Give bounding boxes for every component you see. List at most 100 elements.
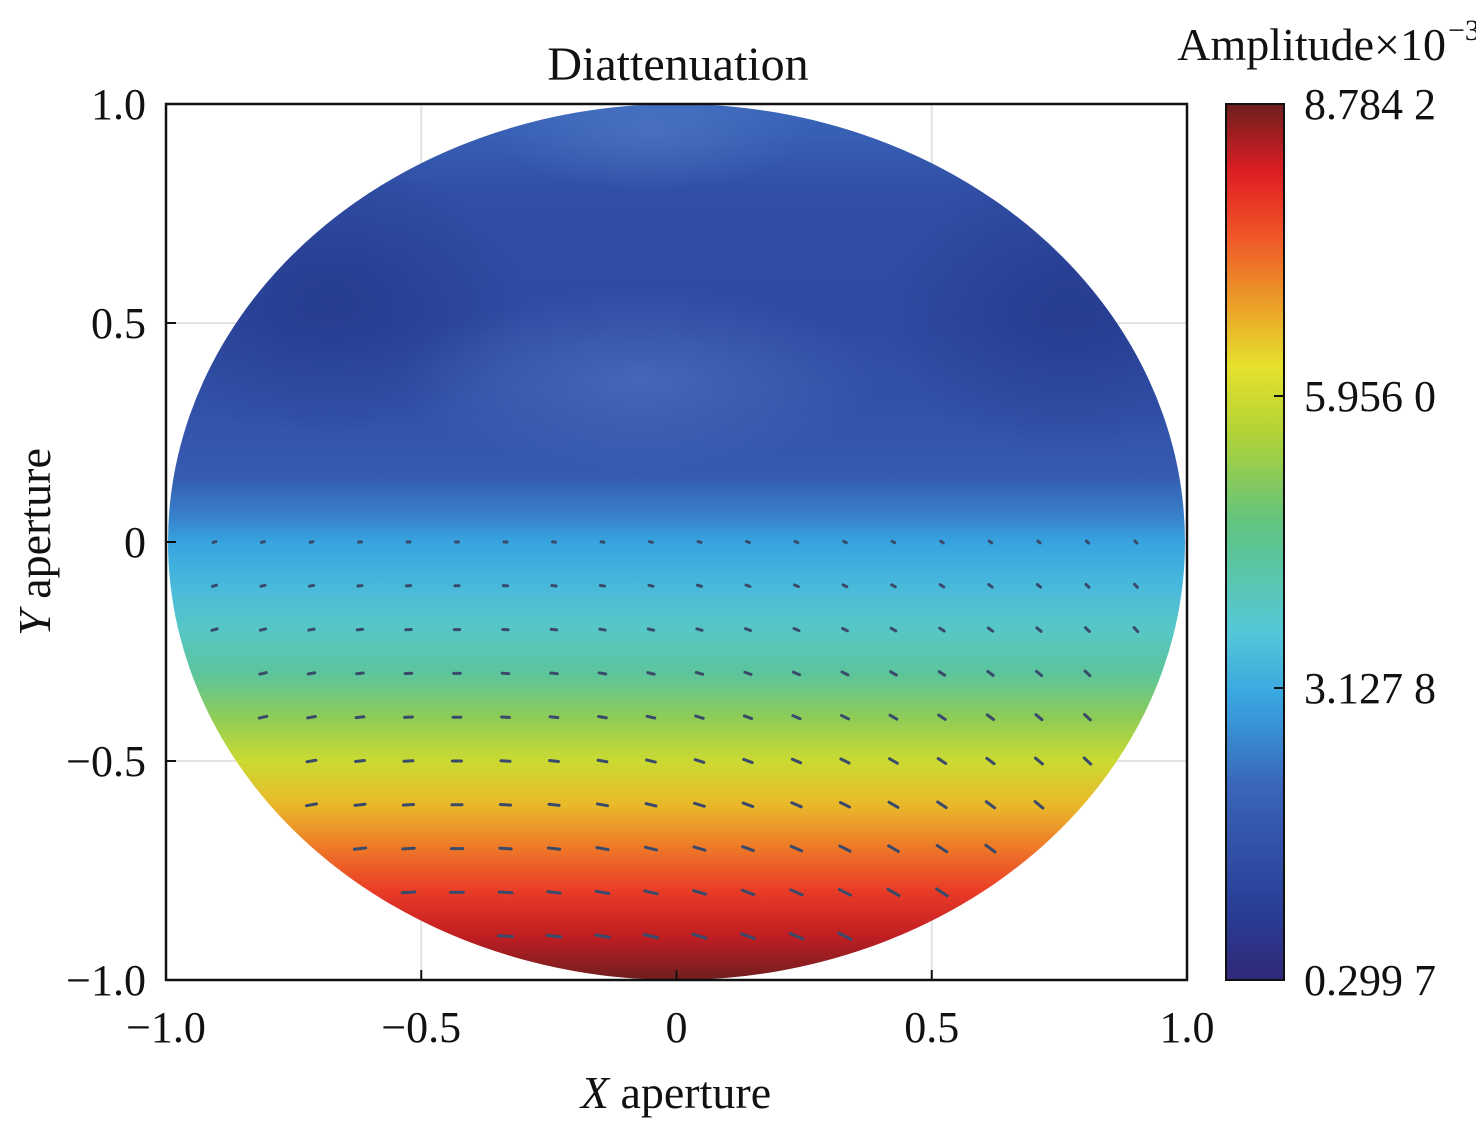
polarization-vector (740, 888, 756, 897)
polarization-vector (841, 583, 849, 589)
x-axis-label: X aperture (579, 1067, 771, 1118)
polarization-vector (789, 888, 804, 897)
polarization-vector (260, 540, 266, 544)
colorbar-tick-label: 5.956 0 (1304, 372, 1436, 421)
polarization-vector (308, 540, 315, 544)
x-tick-label: 0.5 (904, 1003, 959, 1052)
polarization-vector (547, 802, 561, 807)
polarization-vector (888, 713, 899, 721)
colorbar-tick-label: 8.784 2 (1304, 80, 1436, 129)
polarization-vector (693, 801, 706, 808)
polarization-vector (1084, 582, 1091, 589)
polarization-vector (498, 846, 513, 851)
polarization-vector (741, 845, 755, 853)
polarization-vector (643, 889, 659, 896)
polarization-vector (839, 757, 851, 765)
polarization-vector (646, 627, 656, 632)
y-tick-label: 0.5 (91, 299, 146, 348)
polarization-vector (210, 583, 219, 588)
polarization-vector (790, 801, 803, 809)
polarization-vector (837, 931, 853, 941)
polarization-vector (306, 671, 317, 676)
polarization-vectors (210, 539, 1140, 941)
polarization-vector (793, 539, 800, 545)
y-tick-labels: 1.0 0.5 0 −0.5 −1.0 (66, 80, 146, 1005)
polarization-vector (838, 844, 852, 853)
polarization-vector (886, 887, 901, 898)
polarization-vector (741, 801, 755, 809)
y-axis-label: Y aperture (9, 448, 60, 636)
highlight-top-center (490, 104, 810, 190)
polarization-vector (1035, 626, 1043, 633)
polarization-vector (1132, 626, 1140, 634)
x-tick-labels: −1.0 −0.5 0 0.5 1.0 (126, 1003, 1214, 1052)
polarization-vector (354, 715, 366, 720)
polarization-vector (598, 583, 607, 588)
polarization-vector (693, 758, 706, 764)
colorbar-tick-label: 0.299 7 (1304, 956, 1436, 1005)
polarization-vector (1034, 713, 1044, 722)
polarization-vector (935, 843, 949, 854)
x-tick-label: −0.5 (381, 1003, 461, 1052)
x-tick-label: −1.0 (126, 1003, 206, 1052)
polarization-vector (258, 671, 268, 676)
polarization-vector (258, 627, 268, 632)
polarization-vector (986, 626, 995, 633)
polarization-vector (790, 757, 803, 765)
polarization-vector (354, 758, 366, 764)
polarization-vector (498, 803, 513, 807)
polarization-vector (594, 889, 611, 895)
polarization-vector (211, 540, 218, 544)
polarization-vector (739, 932, 756, 941)
colorbar-title-exponent: −3 (1448, 14, 1476, 47)
polarization-vector (984, 800, 997, 810)
polarization-vector (888, 757, 899, 765)
y-tick-label: 1.0 (91, 80, 146, 129)
polarization-vector (742, 714, 754, 721)
polarization-vector (597, 671, 608, 676)
polarization-vector (1034, 669, 1043, 678)
polarization-vector (598, 627, 607, 632)
polarization-vector (594, 933, 611, 939)
polarization-vector (1033, 800, 1045, 810)
polarization-vector (694, 670, 705, 676)
polarization-vector (307, 583, 316, 588)
polarization-vector (890, 583, 897, 589)
polarization-vector (645, 758, 657, 764)
polarization-vector (791, 714, 802, 721)
polarization-vector (744, 583, 752, 589)
polarization-vector (743, 670, 753, 677)
polarization-vector (499, 759, 512, 763)
polarization-vector (548, 758, 560, 764)
polarization-vector (1084, 539, 1091, 545)
polarization-vector (889, 626, 898, 633)
polarization-vector (400, 890, 417, 895)
y-tick-label: −1.0 (66, 956, 146, 1005)
polarization-vector (987, 583, 994, 589)
polarization-vector (259, 583, 267, 588)
polarization-vector (984, 843, 997, 854)
polarization-vector (642, 933, 660, 940)
polarization-vector (210, 627, 219, 632)
polarization-vector (497, 890, 514, 895)
polarization-vector (1082, 756, 1093, 766)
polarization-vector (936, 800, 948, 810)
polarization-vector (840, 670, 850, 677)
polarization-vector (549, 627, 559, 632)
colorbar-tick-label: 3.127 8 (1304, 664, 1436, 713)
polarization-vector (353, 802, 367, 807)
polarization-vector (842, 539, 848, 545)
colorbar-title: Amplitude×10 (1177, 19, 1446, 70)
plot-area (164, 102, 1189, 982)
polarization-vector (644, 802, 658, 808)
polarization-vector (599, 540, 606, 544)
polarization-vector (695, 583, 703, 588)
polarization-vector (545, 933, 563, 939)
polarization-vector (935, 887, 949, 898)
polarization-vector (647, 583, 655, 588)
tick-marks (165, 103, 1188, 981)
polarization-vector (742, 757, 754, 765)
polarization-vector (985, 713, 996, 722)
colorbar-scale (1225, 103, 1285, 981)
